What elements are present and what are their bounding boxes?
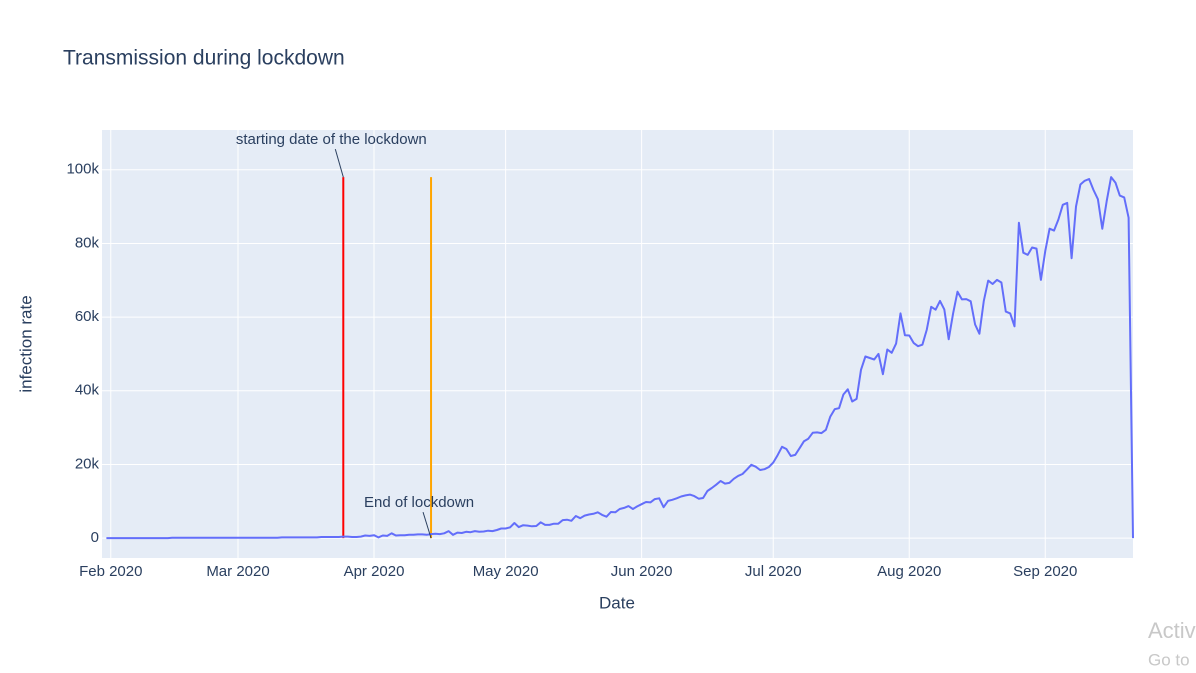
annotation: starting date of the lockdown <box>236 131 427 148</box>
x-tick-label: Aug 2020 <box>877 563 941 580</box>
plot-area <box>102 130 1133 558</box>
y-tick-label: 40k <box>75 382 100 399</box>
data-line <box>106 176 1134 540</box>
y-tick-label: 20k <box>75 455 100 472</box>
x-tick-label: Feb 2020 <box>79 563 142 580</box>
annotation-arrow <box>422 511 432 539</box>
y-tick-label: 80k <box>75 234 100 251</box>
x-tick-label: Jul 2020 <box>745 563 802 580</box>
x-tick-label: Mar 2020 <box>206 563 269 580</box>
y-tick-label: 0 <box>91 529 99 546</box>
annotation: End of lockdown <box>364 494 474 511</box>
x-axis-title: Date <box>599 593 635 612</box>
x-tick-label: Apr 2020 <box>344 563 405 580</box>
x-tick-label: May 2020 <box>473 563 539 580</box>
watermark: Go to <box>1148 650 1190 669</box>
y-axis-title: infection rate <box>16 295 35 392</box>
x-tick-label: Jun 2020 <box>611 563 673 580</box>
x-tick-label: Sep 2020 <box>1013 563 1077 580</box>
y-tick-label: 60k <box>75 308 100 325</box>
y-tick-label: 100k <box>66 161 99 178</box>
watermark: Activ <box>1148 618 1196 643</box>
chart-title: Transmission during lockdown <box>63 47 345 70</box>
annotation-arrow <box>334 149 344 178</box>
